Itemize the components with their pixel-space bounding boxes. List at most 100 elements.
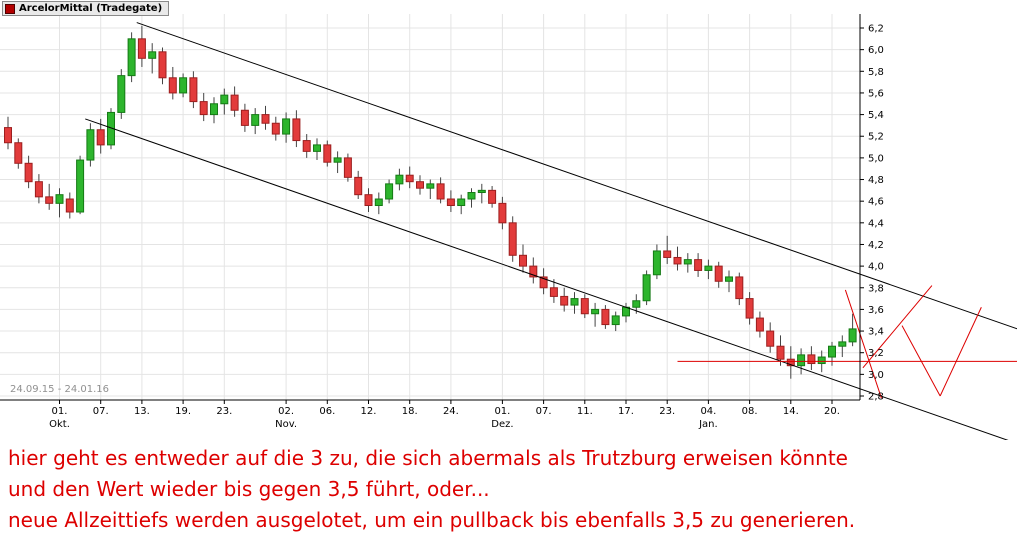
candle-down (24, 162, 33, 183)
candle-down (488, 189, 497, 204)
candle-down (323, 144, 332, 163)
candle-up (86, 129, 95, 161)
commentary-line: neue Allzeittiefs werden ausgelotet, um … (8, 508, 856, 532)
candle-up (642, 274, 651, 302)
candle-up (395, 174, 404, 185)
candle-up (848, 328, 857, 343)
x-tick-label: 20. (824, 406, 840, 417)
trendline (136, 22, 1017, 330)
x-tick-label: 14. (783, 406, 799, 417)
candle-down (199, 101, 208, 116)
candle-down (663, 250, 672, 258)
candle-up (652, 250, 661, 276)
x-tick-label: 04. (700, 406, 716, 417)
candle-down (189, 77, 198, 103)
candle-up (477, 189, 486, 194)
candles (4, 25, 857, 379)
candle-up (797, 354, 806, 367)
x-tick-label: 06. (319, 406, 335, 417)
candle-down (354, 176, 363, 196)
scenario-line (844, 289, 882, 399)
x-tick-label: 23. (216, 406, 232, 417)
y-tick-label: 5,8 (868, 67, 884, 78)
candle-up (828, 345, 836, 358)
candle-up (632, 300, 641, 308)
y-tick-label: 5,4 (868, 110, 884, 121)
x-tick-label: 12. (361, 406, 377, 417)
scenario-line (901, 325, 941, 397)
candle-down (34, 181, 43, 198)
candle-down (549, 287, 558, 297)
y-tick-label: 5,2 (868, 132, 884, 143)
candle-up (374, 198, 383, 207)
candle-up (457, 198, 466, 207)
candle-up (570, 298, 579, 306)
candle-up (55, 194, 64, 204)
y-tick-label: 6,2 (868, 24, 884, 35)
candle-down (65, 198, 74, 213)
axes (0, 14, 861, 401)
candle-down (560, 295, 569, 306)
candle-down (673, 256, 682, 265)
candle-up (838, 341, 847, 347)
x-tick-label: 07. (93, 406, 109, 417)
window-titlebar: ArcelorMittal (Tradegate) (2, 1, 170, 16)
scenario-line (862, 285, 933, 369)
x-tick-month-label: Nov. (275, 419, 297, 430)
candle-down (230, 94, 239, 111)
y-axis-labels: 6,2 6,0 5,8 5,6 5,4 5,2 5,0 4,8 4,6 4,4 4,2 4,0 3,8 3… (860, 24, 884, 402)
x-tick-label: 13. (134, 406, 150, 417)
y-tick-label: 5,6 (868, 88, 884, 99)
x-tick-label: 24. (443, 406, 459, 417)
candle-down (755, 317, 764, 332)
candle-up (725, 276, 733, 282)
y-tick-label: 3,2 (868, 348, 884, 359)
candle-up (467, 192, 476, 200)
candle-down (539, 276, 548, 289)
x-tick-month-label: Okt. (49, 419, 70, 430)
candle-up (817, 356, 826, 365)
y-tick-label: 5,0 (868, 153, 884, 164)
candle-up (611, 315, 620, 326)
y-tick-label: 3,0 (868, 370, 884, 381)
window-title: ArcelorMittal (Tradegate) (19, 3, 163, 14)
candle-down (96, 129, 105, 146)
x-tick-label: 01. (494, 406, 510, 417)
candle-up (282, 118, 291, 135)
candle-down (766, 330, 775, 347)
candle-down (776, 345, 785, 360)
y-tick-label: 3,6 (868, 305, 884, 316)
x-axis-labels: 01. Okt. 07. 13. 19. 23. 02. Nov. 06. 12. 18. 24. 01… (49, 400, 840, 430)
candle-down (14, 142, 23, 164)
candle-up (127, 38, 136, 77)
candle-down (745, 298, 754, 319)
candle-up (76, 159, 85, 213)
candle-down (786, 358, 795, 367)
commentary: hier geht es entweder auf die 3 zu, die … (8, 443, 855, 536)
y-tick-label: 4,8 (868, 175, 884, 186)
x-tick-label: 01. (52, 406, 68, 417)
candle-up (220, 94, 229, 105)
candle-up (117, 75, 126, 113)
candle-down (446, 198, 455, 207)
x-tick-label: 02. (278, 406, 294, 417)
candle-up (251, 114, 260, 126)
candle-down (168, 77, 177, 94)
candle-down (508, 222, 517, 256)
x-tick-month-label: Dez. (491, 419, 513, 430)
x-tick-label: 07. (536, 406, 552, 417)
candle-down (405, 174, 414, 183)
candle-down (343, 157, 352, 178)
candle-up (210, 103, 218, 116)
y-tick-label: 2,8 (868, 391, 884, 402)
candle-down (416, 181, 424, 189)
candle-down (694, 259, 703, 271)
candle-up (148, 51, 157, 59)
commentary-line: hier geht es entweder auf die 3 zu, die … (8, 446, 848, 470)
candle-up (591, 308, 600, 315)
candle-up (179, 77, 188, 94)
x-tick-label: 19. (175, 406, 191, 417)
candle-down (714, 265, 723, 282)
y-tick-label: 4,2 (868, 240, 884, 251)
